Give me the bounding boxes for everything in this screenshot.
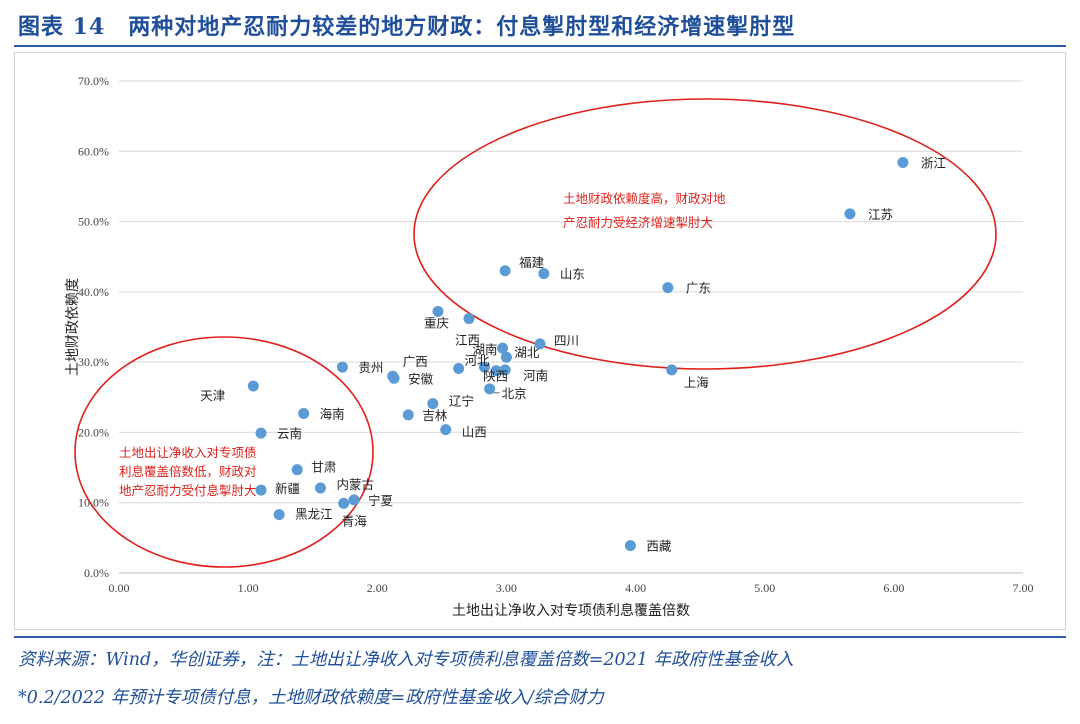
low-coverage-annotation: 地产忍耐力受付息掣肘大 [119,483,257,498]
point-label: 北京 [502,386,527,401]
y-tick-label: 70.0% [78,74,109,88]
low-coverage-ellipse [74,336,374,568]
point-label: 山西 [462,425,487,440]
point-label: 天津 [200,388,225,403]
scatter-point [490,365,502,377]
scatter-point [432,306,444,318]
high-dependence-annotation: 产忍耐力受经济增速掣肘大 [563,215,713,230]
scatter-point [440,424,452,436]
point-label: 福建 [519,255,545,270]
high-dependence-annotation: 土地财政依赖度高，财政对地 [563,191,726,206]
scatter-point [478,361,490,373]
scatter-point [463,313,475,325]
point-label: 江西 [455,333,480,348]
scatter-point [247,380,259,392]
point-label: 甘肃 [311,460,336,475]
point-label: 陕西 [483,369,508,384]
y-tick-label: 40.0% [78,285,109,299]
scatter-point [298,407,310,419]
scatter-point [500,351,512,363]
y-tick-label: 30.0% [78,355,109,369]
y-tick-label: 50.0% [78,215,109,229]
y-tick-label: 60.0% [78,144,109,158]
scatter-point [402,409,414,421]
scatter-point [336,361,348,373]
low-coverage-annotation: 利息覆盖倍数低，财政对 [119,464,257,479]
point-label: 湖北 [514,345,540,360]
point-label: 海南 [320,406,345,421]
point-label: 湖南 [473,342,498,357]
point-label: 安徽 [408,371,434,386]
point-label: 广东 [686,281,711,296]
scatter-point [338,497,350,509]
scatter-point [273,509,285,521]
point-label: 宁夏 [368,493,394,508]
y-tick-label: 20.0% [78,425,109,439]
point-label: 云南 [277,426,302,441]
scatter-point [538,268,550,280]
point-label: 河南 [523,368,548,383]
point-label: 黑龙江 [295,507,333,522]
scatter-point [499,265,511,277]
scatter-point [499,364,511,376]
scatter-point [484,383,496,395]
point-label: 上海 [684,375,710,390]
y-tick-label: 0.0% [84,566,109,580]
point-label: 青海 [342,513,368,528]
point-label: 河北 [464,353,490,368]
scatter-point [255,484,267,496]
high-dependence-ellipse [413,98,997,370]
scatter-point [666,364,678,376]
x-axis-title: 土地出让净收入对专项债利息覆盖倍数 [452,602,690,619]
title-divider [14,45,1066,47]
scatter-point [388,372,400,384]
x-tick-label: 6.00 [883,581,904,595]
point-label: 重庆 [424,316,450,331]
source-note-line-2: *0.2/2022 年预计专项债付息，土地财政依赖度=政府性基金收入/综合财力 [18,688,604,708]
scatter-point [453,362,465,374]
figure-title: 图表 14 两种对地产忍耐力较差的地方财政：付息掣肘型和经济增速掣肘型 [18,14,796,40]
point-label: 内蒙古 [336,477,374,492]
scatter-point [662,282,674,294]
figure-header: 图表 14 两种对地产忍耐力较差的地方财政：付息掣肘型和经济增速掣肘型 [0,0,1080,47]
x-tick-label: 4.00 [625,581,646,595]
x-tick-label: 5.00 [754,581,775,595]
x-tick-label: 2.00 [367,581,388,595]
scatter-point [427,398,439,410]
y-axis-title: 土地财政依赖度 [65,278,81,376]
point-label: 新疆 [275,481,300,496]
y-tick-label: 10.0% [78,496,109,510]
scatter-point [314,482,326,494]
point-label: 山东 [560,267,585,282]
scatter-point [844,208,856,220]
point-label: 四川 [554,333,579,348]
x-tick-label: 1.00 [238,581,259,595]
source-divider [14,636,1066,638]
point-label: 浙江 [921,156,946,171]
point-label: 贵州 [358,360,383,375]
x-tick-label: 3.00 [496,581,517,595]
source-note-line-1: 资料来源：Wind，华创证券，注：土地出让净收入对专项债利息覆盖倍数=2021 … [18,650,794,670]
low-coverage-annotation: 土地出让净收入对专项债 [119,445,257,460]
scatter-point [291,464,303,476]
point-label: 江苏 [868,207,893,222]
point-label: 吉林 [422,408,448,423]
scatter-point [534,338,546,350]
chart-frame: 0.0% 10.0% 20.0% 30.0% 40.0% 50.0% 60.0% 70.0% 0… [14,52,1066,630]
scatter-point [897,157,909,169]
scatter-point [497,342,509,354]
scatter-point [255,427,267,439]
point-label: 辽宁 [449,394,474,409]
scatter-point [624,540,636,552]
point-label: 西藏 [646,539,672,554]
x-tick-label: 0.00 [109,581,130,595]
scatter-chart: 0.0% 10.0% 20.0% 30.0% 40.0% 50.0% 60.0% 70.0% 0… [65,74,1034,619]
point-label: 广西 [403,354,428,369]
x-tick-label: 7.00 [1013,581,1034,595]
scatter-point [348,494,360,506]
